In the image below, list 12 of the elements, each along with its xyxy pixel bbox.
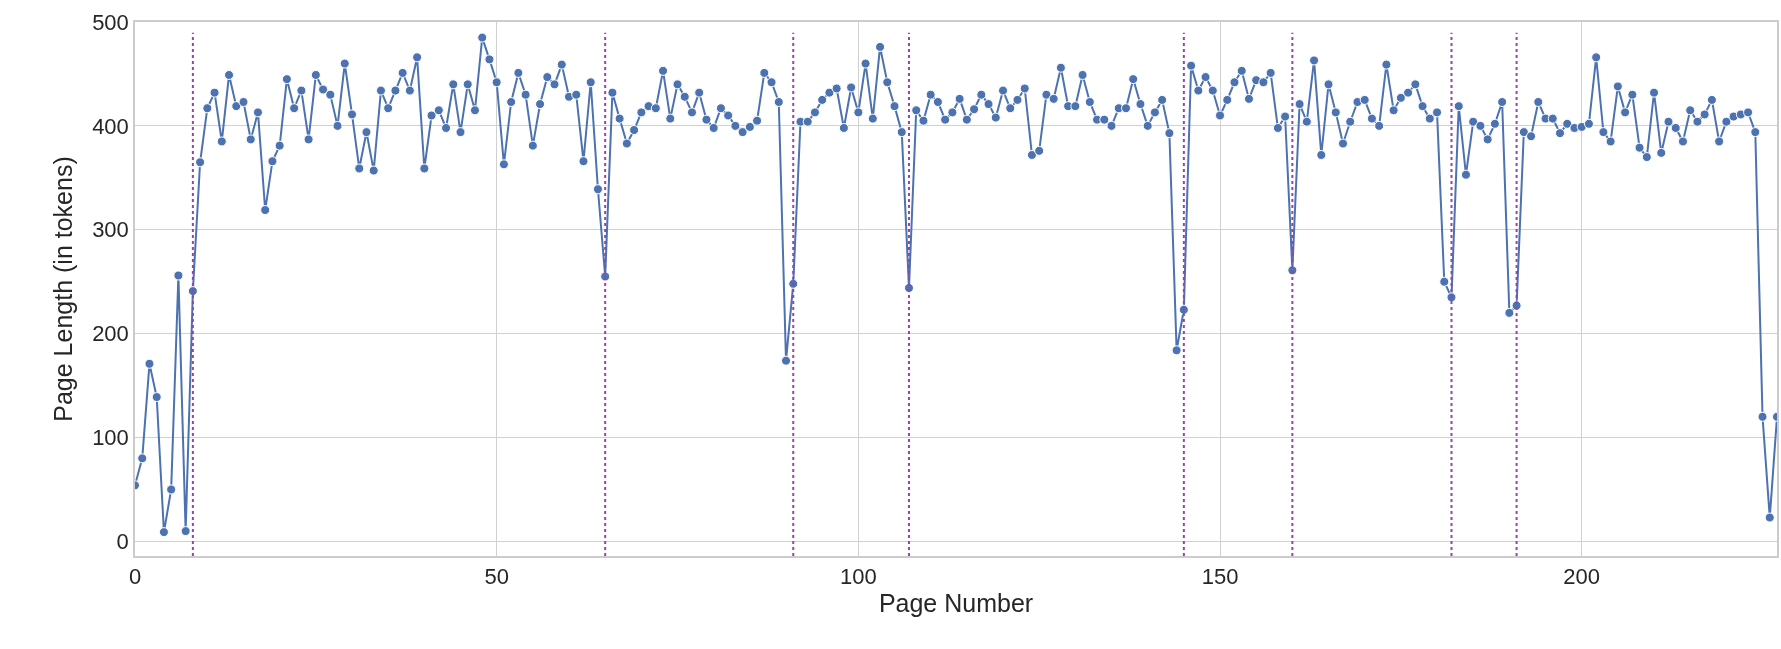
x-tick-label: 150	[1201, 564, 1239, 590]
y-tick-label: 100	[92, 425, 129, 451]
y-tick-label: 200	[92, 321, 129, 347]
x-tick-label: 100	[839, 564, 877, 590]
y-tick-label: 500	[92, 9, 129, 35]
x-tick-label: 50	[484, 564, 509, 590]
x-tick-label: 200	[1563, 564, 1601, 590]
y-tick-label: 300	[92, 217, 129, 243]
y-tick-label: 0	[116, 529, 129, 555]
y-tick-label: 400	[92, 113, 129, 139]
x-axis-title: Page Number	[878, 588, 1034, 617]
y-axis-title: Page Length (in tokens)	[49, 156, 78, 422]
